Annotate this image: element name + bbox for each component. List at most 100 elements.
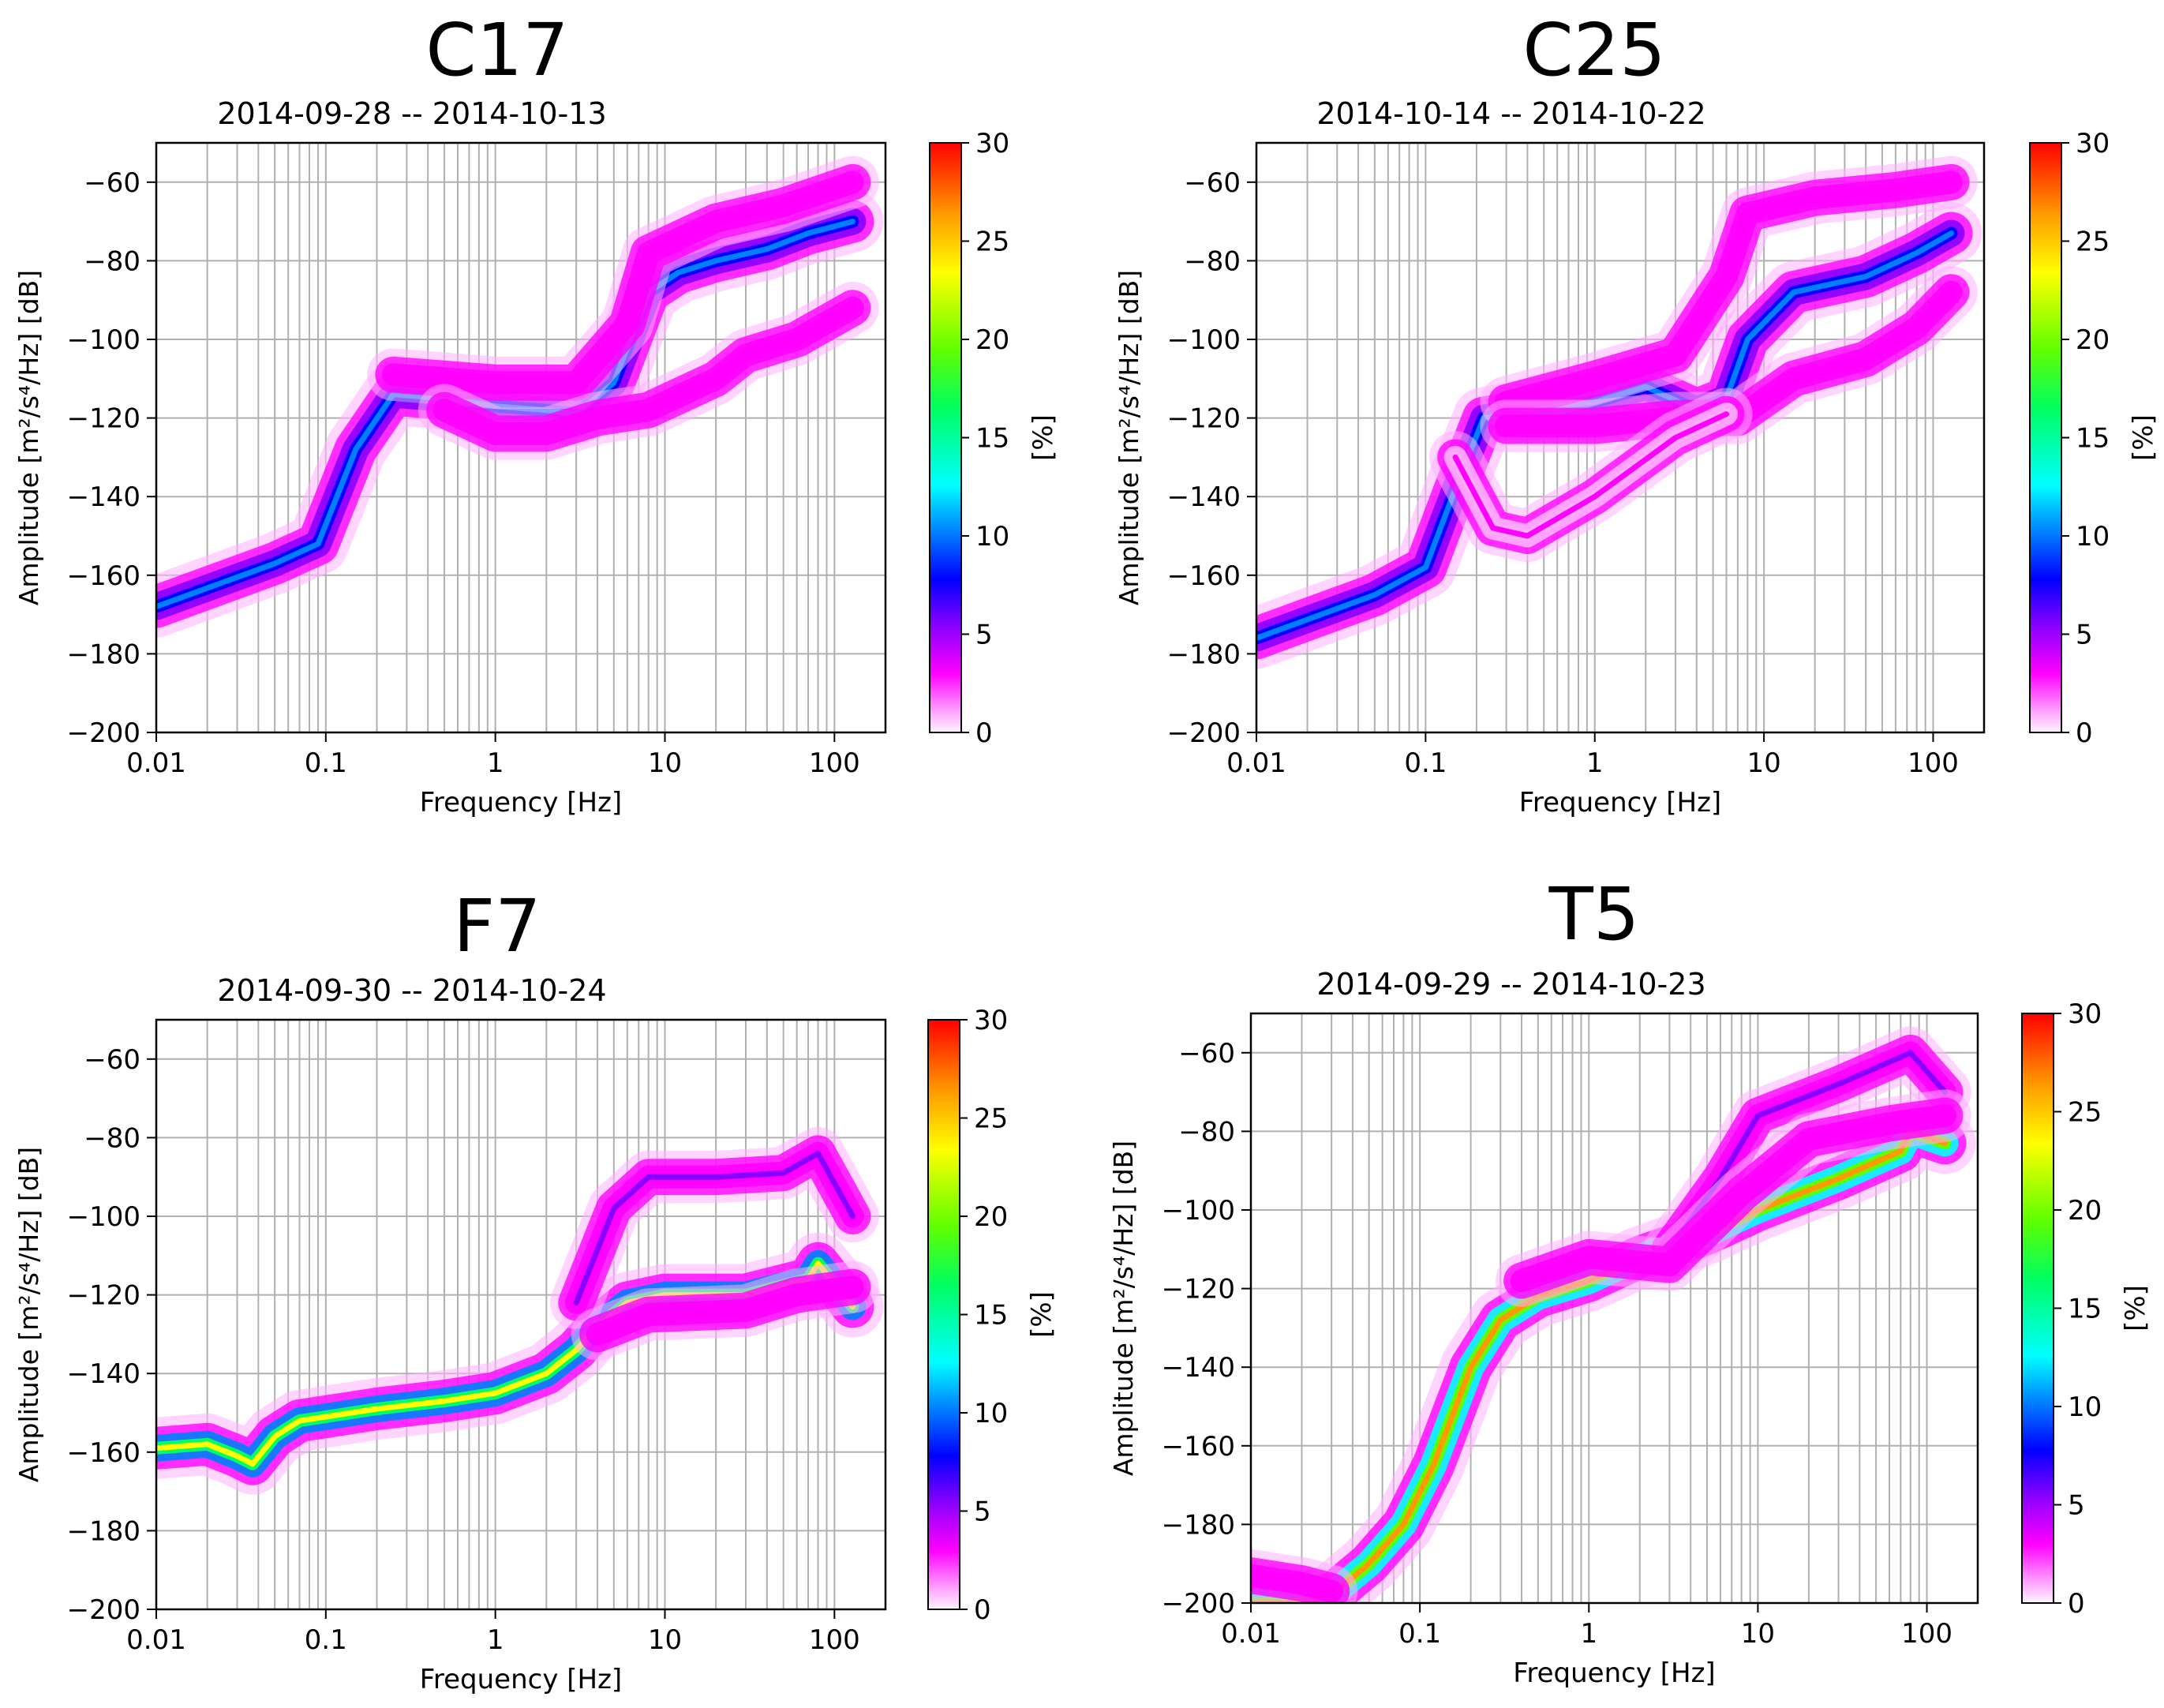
colorbar-tick-label: 10	[2068, 1391, 2102, 1423]
colorbar-tick-label: 25	[974, 1103, 1008, 1135]
colorbar-tick-label: 5	[975, 620, 993, 651]
colorbar-tick-label: 20	[2068, 1195, 2102, 1227]
density-band-low-state	[594, 1284, 855, 1337]
density-map	[1251, 1026, 1976, 1603]
colorbar-tick-label: 10	[975, 521, 1009, 552]
x-axis-label: Frequency [Hz]	[1513, 1657, 1715, 1689]
y-tick-label: −160	[1162, 1431, 1235, 1463]
colorbar-label: [%]	[1028, 414, 1059, 461]
y-tick-label: −120	[1162, 1274, 1235, 1305]
x-tick-label: 100	[1901, 1618, 1952, 1650]
axes-frame	[1249, 1012, 1979, 1605]
x-axis-label: Frequency [Hz]	[420, 1664, 622, 1695]
x-tick-label: 10	[648, 1624, 682, 1656]
date-range: 2014-09-30 -- 2014-10-24	[217, 973, 606, 1008]
colorbar-tick-label: 30	[975, 128, 1009, 159]
y-tick-label: −120	[67, 1280, 140, 1312]
y-tick-label: −80	[1178, 1116, 1235, 1148]
panel-title: T5	[1548, 872, 1640, 957]
colorbar-tick-label: 0	[2076, 717, 2093, 749]
y-axis-label: Amplitude [m²/s⁴/Hz] [dB]	[13, 1147, 44, 1482]
axes-frame	[155, 141, 887, 734]
y-tick-label: −100	[67, 324, 140, 356]
y-tick-label: −60	[1178, 1038, 1235, 1069]
y-tick-label: −80	[84, 245, 140, 277]
date-range: 2014-10-14 -- 2014-10-22	[1316, 96, 1705, 131]
y-tick-label: −60	[1184, 167, 1241, 199]
colorbar-label: [%]	[2128, 414, 2159, 461]
x-tick-label: 100	[809, 1624, 860, 1656]
panel-c25: C25 2014-10-14 -- 2014-10-22 0.01 0.1 1 10 100…	[1114, 8, 2159, 818]
y-tick-label: −80	[1184, 245, 1241, 277]
y-tick-label: −160	[67, 560, 140, 592]
colorbar-label: [%]	[1026, 1291, 1058, 1338]
y-tick-label: −180	[1162, 1509, 1235, 1541]
y-tick-label: −80	[84, 1122, 140, 1154]
panel-title: C25	[1522, 8, 1665, 92]
y-tick-label: −100	[1167, 324, 1241, 356]
colorbar-tick-label: 10	[974, 1398, 1008, 1429]
y-tick-label: −60	[84, 1044, 140, 1076]
density-band-high-state	[390, 179, 855, 386]
y-tick-label: −140	[1167, 481, 1241, 513]
colorbar-tick-label: 25	[975, 227, 1009, 258]
x-tick-label: 1	[487, 1624, 504, 1656]
x-tick-label: 1	[487, 747, 504, 779]
axes-frame	[155, 1018, 887, 1611]
colorbar-tick-label: 25	[2076, 227, 2110, 258]
colorbar-tick-label: 5	[2068, 1490, 2085, 1522]
colorbar-tick-label: 30	[2076, 128, 2110, 159]
date-range: 2014-09-28 -- 2014-10-13	[217, 96, 606, 131]
y-tick-label: −180	[67, 639, 140, 670]
density-band-low-state	[441, 305, 855, 436]
density-band-low-state	[1503, 289, 1954, 429]
colorbar	[927, 1019, 960, 1610]
y-tick-label: −200	[67, 1594, 140, 1626]
y-axis-label: Amplitude [m²/s⁴/Hz] [dB]	[1114, 270, 1144, 605]
y-tick-label: −200	[1162, 1588, 1235, 1620]
density-map	[156, 155, 884, 638]
y-tick-label: −200	[67, 717, 140, 749]
x-tick-label: 0.01	[126, 1624, 186, 1656]
y-tick-label: −180	[67, 1515, 140, 1547]
y-tick-label: −120	[67, 403, 140, 435]
x-tick-label: 0.1	[1398, 1618, 1441, 1650]
colorbar-tick-label: 30	[2068, 998, 2102, 1030]
panel-f7: F7 2014-09-30 -- 2014-10-24 0.01 0.1 1 10 100 −…	[13, 884, 1058, 1695]
density-band-high-state	[1503, 179, 1954, 406]
x-tick-label: 0.1	[305, 1624, 347, 1656]
y-tick-label: −160	[67, 1437, 140, 1469]
y-tick-label: −160	[1167, 560, 1241, 592]
density-band-mid-state	[1518, 1113, 1948, 1284]
x-tick-label: 1	[1586, 747, 1604, 779]
x-axis-label: Frequency [Hz]	[420, 787, 622, 818]
density-map	[156, 1127, 884, 1495]
x-tick-label: 100	[1908, 747, 1959, 779]
x-tick-label: 0.01	[126, 747, 186, 779]
colorbar-tick-label: 25	[2068, 1097, 2102, 1129]
colorbar-tick-label: 15	[2068, 1294, 2102, 1325]
panel-title: F7	[453, 884, 541, 968]
y-axis-label: Amplitude [m²/s⁴/Hz] [dB]	[1108, 1141, 1139, 1476]
y-axis-label: Amplitude [m²/s⁴/Hz] [dB]	[13, 270, 44, 605]
y-tick-label: −140	[67, 1358, 140, 1390]
x-tick-label: 0.01	[1226, 747, 1286, 779]
x-tick-label: 10	[1741, 1618, 1775, 1650]
density-band-high-state	[573, 1150, 855, 1306]
y-tick-label: −200	[1167, 717, 1241, 749]
date-range: 2014-09-29 -- 2014-10-23	[1316, 967, 1705, 1002]
x-tick-label: 0.1	[1404, 747, 1447, 779]
x-axis-label: Frequency [Hz]	[1519, 787, 1721, 818]
y-tick-label: −120	[1167, 403, 1241, 435]
y-tick-label: −140	[1162, 1352, 1235, 1384]
colorbar	[929, 142, 962, 733]
x-tick-label: 100	[809, 747, 860, 779]
colorbar-tick-label: 0	[2068, 1588, 2085, 1620]
density-map	[1256, 155, 1982, 669]
colorbar-tick-label: 10	[2076, 521, 2110, 552]
colorbar	[2029, 142, 2062, 733]
y-tick-label: −140	[67, 481, 140, 513]
panel-title: C17	[425, 8, 568, 92]
